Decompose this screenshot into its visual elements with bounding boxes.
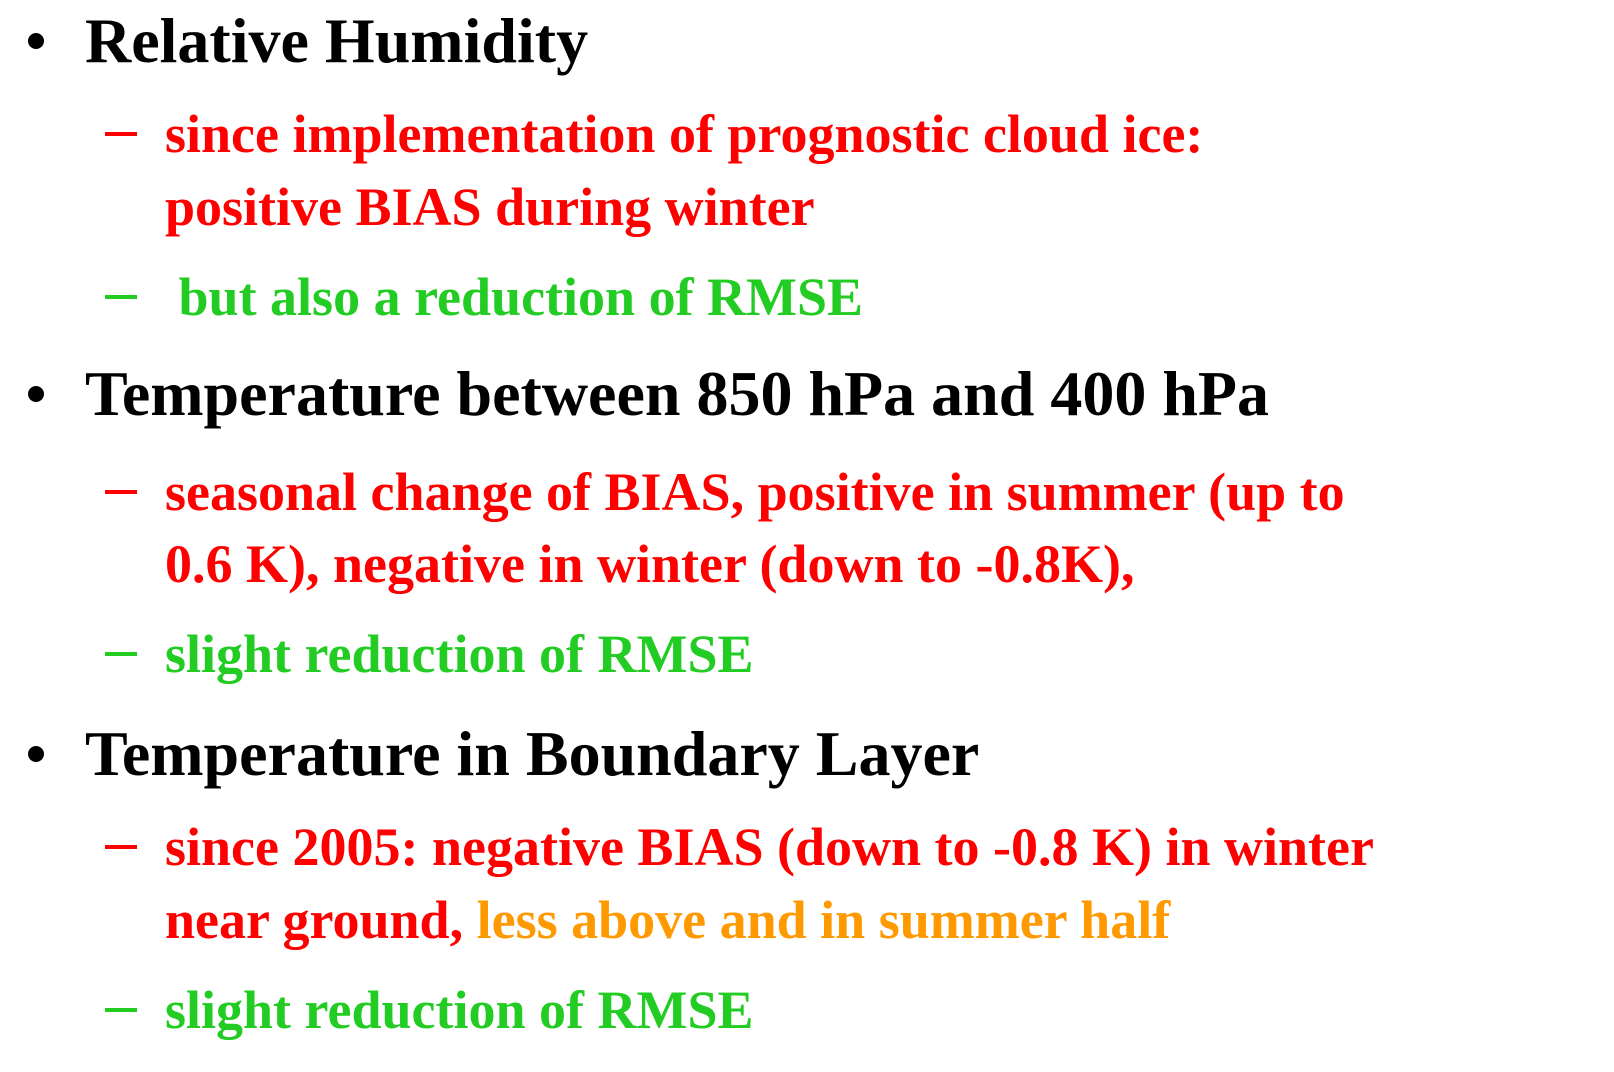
sub-text: slight reduction of RMSE [165,624,754,684]
text-segment: slight reduction of RMSE [165,980,754,1040]
text-segment: 0.6 K), negative in winter (down to -0.8… [165,534,1134,594]
dash [105,845,137,849]
text-segment: but also a reduction of RMSE [165,267,863,327]
text-segment: less above and in summer half [477,890,1172,950]
text-segment: since 2005: negative BIAS (down to -0.8 … [165,817,1374,877]
sub-text: near ground, less above and in summer ha… [165,890,1171,950]
heading: Temperature between 850 hPa and 400 hPa [85,358,1269,429]
sub-text: since 2005: negative BIAS (down to -0.8 … [165,817,1374,877]
text-segment: since implementation of prognostic cloud… [165,104,1203,164]
dash [105,490,137,494]
sub-text: 0.6 K), negative in winter (down to -0.8… [165,534,1134,594]
heading: Relative Humidity [85,5,588,76]
sub-text: since implementation of prognostic cloud… [165,104,1203,164]
text-segment: seasonal change of BIAS, positive in sum… [165,462,1345,522]
dash [105,295,137,299]
dash [105,652,137,656]
bullet [28,386,44,402]
bullet [28,746,44,762]
sub-text: but also a reduction of RMSE [165,267,863,327]
text-segment: positive BIAS during winter [165,177,815,237]
sub-text: seasonal change of BIAS, positive in sum… [165,462,1345,522]
sub-text: slight reduction of RMSE [165,980,754,1040]
bullet [28,33,44,49]
dash [105,1008,137,1012]
sub-text: positive BIAS during winter [165,177,815,237]
text-segment: near ground, [165,890,477,950]
dash [105,132,137,136]
text-segment: slight reduction of RMSE [165,624,754,684]
heading: Temperature in Boundary Layer [85,718,979,789]
